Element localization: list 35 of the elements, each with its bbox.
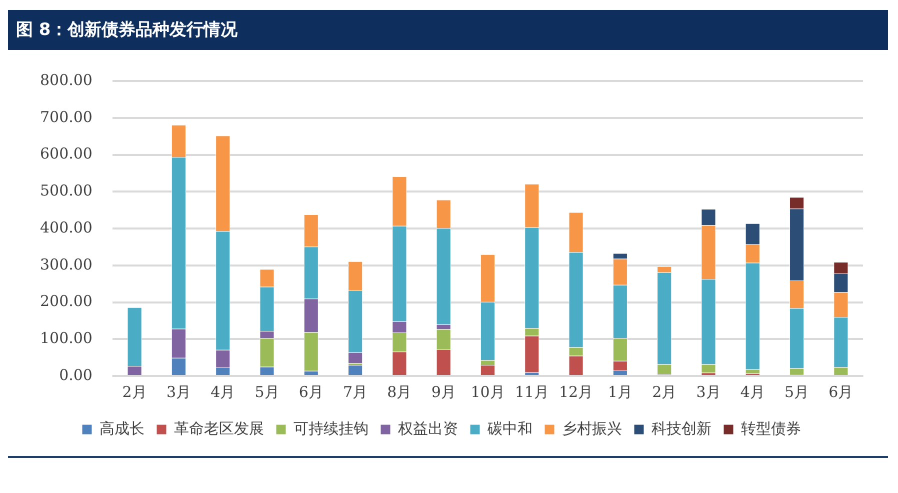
y-tick-label: 600.00: [40, 144, 92, 163]
x-tick-label: 11月: [514, 382, 549, 401]
legend-label: 高成长: [100, 419, 144, 438]
x-tick-label: 3月: [166, 382, 191, 401]
x-tick-label: 3月: [696, 382, 721, 401]
x-tick-label: 9月: [431, 382, 456, 401]
legend-label: 乡村振兴: [562, 419, 622, 438]
legend-label: 革命老区发展: [174, 419, 264, 438]
x-tick-label: 2月: [652, 382, 677, 401]
y-tick-label: 0.00: [59, 366, 92, 384]
x-tick-label: 1月: [608, 382, 632, 401]
y-tick-label: 100.00: [40, 329, 92, 348]
x-tick-label: 5月: [254, 382, 280, 401]
x-tick-label: 4月: [210, 382, 236, 401]
legend-label: 权益出资: [397, 419, 458, 438]
x-tick-label: 2月: [122, 382, 147, 401]
y-tick-label: 800.00: [40, 70, 92, 89]
legend-label: 可持续挂钩: [294, 419, 368, 438]
y-tick-label: 300.00: [40, 255, 92, 274]
x-tick-label: 4月: [740, 382, 765, 401]
chart-title: 图 8：创新债券品种发行情况: [8, 10, 888, 50]
y-tick-label: 400.00: [40, 218, 92, 236]
x-tick-label: 12月: [558, 382, 594, 401]
x-tick-label: 8月: [387, 382, 412, 401]
x-tick-label: 5月: [784, 382, 810, 401]
y-tick-label: 500.00: [40, 182, 92, 200]
x-tick-label: 6月: [828, 382, 854, 401]
y-tick-label: 200.00: [40, 292, 92, 310]
legend-label: 科技创新: [652, 419, 712, 438]
x-tick-label: 6月: [298, 382, 324, 401]
x-tick-label: 7月: [343, 382, 368, 401]
x-tick-label: 10月: [470, 382, 505, 401]
y-tick-label: 700.00: [40, 108, 92, 126]
legend-label: 碳中和: [486, 419, 532, 438]
legend-label: 转型债券: [741, 419, 801, 438]
